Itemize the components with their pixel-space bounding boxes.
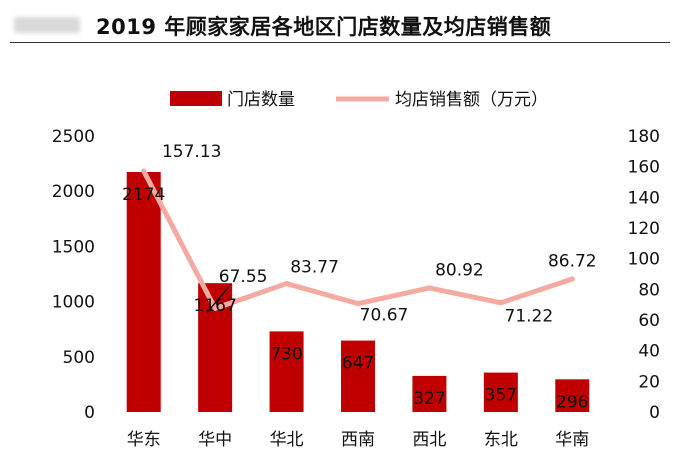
bar <box>269 331 304 412</box>
bar <box>341 340 375 412</box>
left-axis-tick-label: 500 <box>63 348 95 368</box>
right-axis-tick-label: 0 <box>649 403 660 423</box>
label-leader-line <box>206 285 230 313</box>
legend-label-line: 均店销售额（万元） <box>395 90 548 110</box>
left-axis-tick-label: 1500 <box>52 237 95 257</box>
line-point <box>284 281 290 287</box>
line-data-labels: 157.13 67.55 83.77 70.67 80.92 71.22 86.72 <box>162 142 597 327</box>
right-axis-tick-label: 160 <box>628 158 660 178</box>
line-point <box>141 168 147 174</box>
line-point <box>498 300 504 306</box>
line-data-label: 86.72 <box>548 251 597 271</box>
category-label: 华北 <box>270 430 304 450</box>
bar <box>483 372 518 412</box>
line-point <box>426 285 432 291</box>
bar <box>555 379 590 412</box>
line-data-label: 80.92 <box>435 260 484 280</box>
right-axis-tick-label: 140 <box>628 188 660 208</box>
figure-title-bar: 2019 年顾家家居各地区门店数量及均店销售额 <box>10 8 670 43</box>
bar-data-label: 296 <box>556 392 588 412</box>
right-axis-tick-label: 100 <box>628 250 660 270</box>
legend-label-bar: 门店数量 <box>227 90 295 110</box>
right-axis-tick-label: 180 <box>628 127 660 147</box>
logo-mark <box>14 17 80 33</box>
line-data-label: 83.77 <box>290 257 339 277</box>
line-data-label: 67.55 <box>219 267 268 287</box>
left-axis-tick-label: 2000 <box>52 182 95 202</box>
bar-data-label: 730 <box>270 344 302 364</box>
right-axis-tick-label: 20 <box>638 372 660 392</box>
bar-data-label: 2174 <box>122 185 165 205</box>
line-data-label: 71.22 <box>505 307 554 327</box>
legend-swatch-bar <box>170 91 222 106</box>
bar-data-label: 327 <box>413 389 445 409</box>
category-label: 华中 <box>198 430 232 450</box>
left-axis-tick-label: 0 <box>84 403 95 423</box>
category-axis: 华东 华中 华北 西南 西北 东北 华南 <box>127 430 590 450</box>
category-label: 西北 <box>412 430 446 450</box>
bar-data-label: 357 <box>485 386 517 406</box>
right-axis-tick-label: 40 <box>638 342 660 362</box>
line-point <box>569 276 575 282</box>
bar-data-label: 647 <box>342 354 374 374</box>
line-data-label: 70.67 <box>360 305 409 325</box>
left-axis-tick-label: 1000 <box>52 293 95 313</box>
line-point <box>355 301 361 307</box>
category-label: 华东 <box>127 430 161 450</box>
right-axis: 0 20 40 60 80 100 120 140 160 180 <box>628 127 660 423</box>
line-data-label: 157.13 <box>162 142 221 162</box>
bar <box>412 375 447 412</box>
category-label: 东北 <box>484 430 518 450</box>
category-label: 西南 <box>341 430 375 450</box>
legend: 门店数量 均店销售额（万元） <box>170 90 548 110</box>
line-series <box>141 168 575 311</box>
bar-series <box>126 171 590 412</box>
line-point <box>212 305 218 311</box>
right-axis-tick-label: 80 <box>638 280 660 300</box>
bar-data-label: 1167 <box>194 296 237 316</box>
bar <box>126 171 161 412</box>
bar-data-labels: 2174 1167 730 647 327 357 296 <box>122 185 588 412</box>
category-label: 华南 <box>555 430 589 450</box>
left-axis-tick-label: 2500 <box>52 127 95 147</box>
right-axis-tick-label: 60 <box>638 311 660 331</box>
chart-title: 2019 年顾家家居各地区门店数量及均店销售额 <box>96 15 552 39</box>
left-axis: 0 500 1000 1500 2000 2500 <box>52 127 95 423</box>
right-axis-tick-label: 120 <box>628 219 660 239</box>
